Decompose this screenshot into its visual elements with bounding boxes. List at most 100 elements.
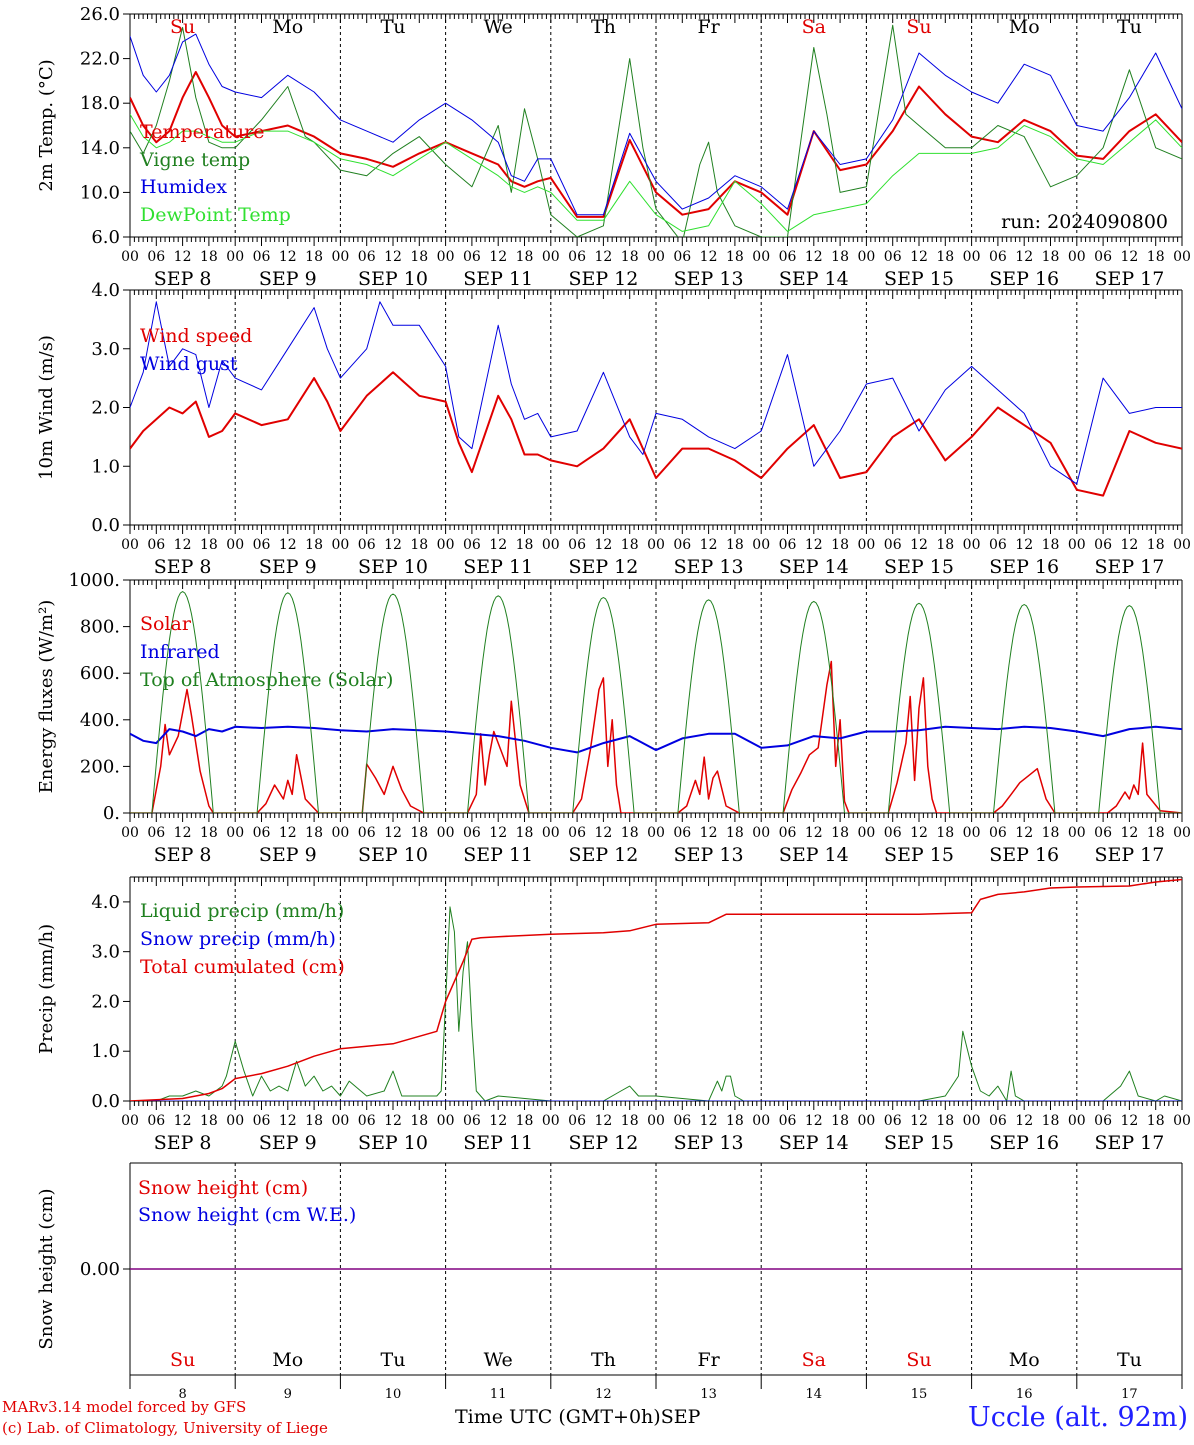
- weekday-label: Fr: [697, 1349, 720, 1371]
- hour-tick-label: 18: [936, 249, 954, 265]
- date-label: SEP 11: [463, 844, 533, 866]
- date-label: SEP 9: [259, 844, 317, 866]
- legend-entry: Solar: [140, 613, 192, 635]
- hour-tick-label: 06: [989, 249, 1007, 265]
- hour-tick-label: 06: [1094, 1113, 1112, 1129]
- hour-tick-label: 00: [1068, 825, 1086, 841]
- hour-tick-label: 00: [752, 537, 770, 553]
- day-number-label: 14: [806, 1387, 823, 1402]
- hour-tick-label: 18: [1147, 1113, 1165, 1129]
- date-label: SEP 17: [1094, 268, 1164, 290]
- y-tick-label: 2.0: [91, 991, 120, 1012]
- hour-tick-label: 12: [384, 537, 402, 553]
- y-axis-label: Precip (mm/h): [36, 924, 57, 1054]
- day-number-label: 17: [1121, 1387, 1138, 1402]
- hour-tick-label: 12: [279, 1113, 297, 1129]
- hour-tick-label: 00: [1173, 825, 1191, 841]
- day-number-label: 13: [700, 1387, 717, 1402]
- legend-entry: Infrared: [140, 641, 220, 663]
- y-tick-label: 6.0: [91, 227, 120, 248]
- legend-entry: Top of Atmosphere (Solar): [140, 669, 393, 691]
- date-label: SEP 16: [989, 844, 1059, 866]
- hour-tick-label: 06: [779, 825, 797, 841]
- hour-tick-label: 06: [779, 249, 797, 265]
- y-tick-label: 400.: [80, 710, 120, 731]
- hour-tick-label: 06: [358, 825, 376, 841]
- footer-model-text: MARv3.14 model forced by GFS: [2, 1398, 247, 1416]
- date-label: SEP 10: [358, 556, 428, 578]
- weekday-label: Mo: [1009, 16, 1040, 38]
- hour-tick-label: 12: [1120, 249, 1138, 265]
- hour-tick-label: 06: [147, 537, 165, 553]
- series-line-energy-0: [130, 660, 1182, 813]
- y-tick-label: 26.0: [80, 4, 120, 25]
- date-label: SEP 14: [779, 1132, 849, 1154]
- day-number-label: 12: [595, 1387, 612, 1402]
- date-label: SEP 13: [674, 1132, 744, 1154]
- hour-tick-label: 12: [910, 537, 928, 553]
- hour-tick-label: 12: [489, 1113, 507, 1129]
- hour-tick-label: 06: [673, 249, 691, 265]
- hour-tick-label: 18: [200, 537, 218, 553]
- y-tick-label: 600.: [80, 663, 120, 684]
- hour-tick-label: 00: [1173, 249, 1191, 265]
- y-tick-label: 18.0: [80, 93, 120, 114]
- y-tick-label: 4.0: [91, 280, 120, 301]
- hour-tick-label: 12: [1120, 825, 1138, 841]
- footer-xlabel: Time UTC (GMT+0h)SEP: [455, 1406, 700, 1428]
- hour-tick-label: 18: [1042, 537, 1060, 553]
- date-label: SEP 11: [463, 268, 533, 290]
- hour-tick-label: 18: [200, 249, 218, 265]
- y-tick-label: 14.0: [80, 138, 120, 159]
- hour-tick-label: 12: [174, 537, 192, 553]
- legend-entry: Wind speed: [140, 325, 252, 347]
- hour-tick-label: 12: [910, 825, 928, 841]
- hour-tick-label: 18: [936, 537, 954, 553]
- y-tick-label: 3.0: [91, 339, 120, 360]
- hour-tick-label: 18: [516, 1113, 534, 1129]
- legend-entry: Vigne temp: [139, 149, 250, 171]
- date-label: SEP 12: [568, 556, 638, 578]
- hour-tick-label: 06: [147, 249, 165, 265]
- hour-tick-label: 06: [884, 825, 902, 841]
- date-label: SEP 17: [1094, 1132, 1164, 1154]
- weekday-label: Th: [591, 16, 616, 38]
- hour-tick-label: 06: [358, 537, 376, 553]
- day-number-label: 16: [1016, 1387, 1033, 1402]
- hour-tick-label: 00: [542, 1113, 560, 1129]
- hour-tick-label: 00: [857, 537, 875, 553]
- date-label: SEP 15: [884, 268, 954, 290]
- hour-tick-label: 12: [805, 825, 823, 841]
- hour-tick-label: 06: [989, 1113, 1007, 1129]
- hour-tick-label: 18: [831, 249, 849, 265]
- hour-tick-label: 12: [910, 1113, 928, 1129]
- hour-tick-label: 06: [253, 249, 271, 265]
- weekday-label: Mo: [272, 1349, 303, 1371]
- series-line-wind-0: [130, 371, 1182, 497]
- series-group: [130, 878, 1182, 1101]
- date-label: SEP 16: [989, 1132, 1059, 1154]
- hour-tick-label: 00: [647, 1113, 665, 1129]
- panel-temp: 6.0 10.0 14.0 18.0 22.0 26.0 2m Temp. (°C) Temp…: [36, 4, 1191, 290]
- date-label: SEP 8: [154, 844, 212, 866]
- legend-entry: Snow height (cm): [138, 1177, 308, 1199]
- y-tick-label: 22.0: [80, 49, 120, 70]
- hour-tick-label: 12: [489, 249, 507, 265]
- hour-tick-label: 00: [437, 825, 455, 841]
- date-label: SEP 12: [568, 1132, 638, 1154]
- panel-energy: 0. 200. 400. 600. 800. 1000. Energy fluxes (W/…: [36, 570, 1191, 866]
- y-tick-label: 1.0: [91, 456, 120, 477]
- hour-tick-label: 06: [673, 537, 691, 553]
- weekday-label: Su: [906, 16, 931, 38]
- date-label: SEP 14: [779, 844, 849, 866]
- weekday-label: Tu: [381, 1349, 406, 1371]
- hour-tick-label: 18: [831, 1113, 849, 1129]
- hour-tick-label: 12: [594, 1113, 612, 1129]
- hour-tick-label: 00: [121, 249, 139, 265]
- hour-tick-label: 00: [1068, 1113, 1086, 1129]
- hour-tick-label: 18: [1042, 825, 1060, 841]
- date-label: SEP 12: [568, 268, 638, 290]
- hour-tick-label: 00: [542, 537, 560, 553]
